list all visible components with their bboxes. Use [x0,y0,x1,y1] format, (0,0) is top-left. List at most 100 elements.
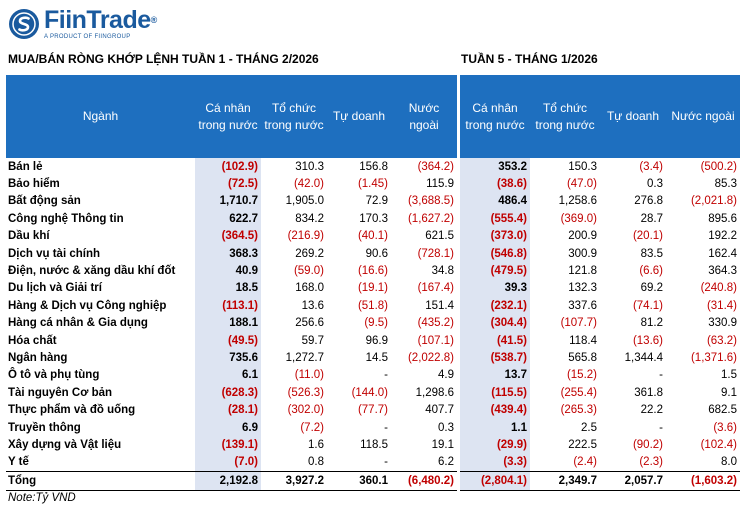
table-row: (232.1) 337.6 (74.1) (31.4) [460,297,740,315]
foreign-cell: (167.4) [417,282,454,295]
sector-cell: Dầu khí [8,230,50,243]
header-proprietary: Tự doanh [600,75,666,158]
individual-cell: (102.9) [195,158,261,176]
table-row: (304.4) (107.7) 81.2 330.9 [460,314,740,332]
individual-cell: 6.9 [195,418,261,437]
individual-cell: 18.5 [195,279,261,298]
header-individual: Cá nhân trong nước [195,75,261,158]
sector-cell: Ô tô và phụ tùng [8,369,100,382]
proprietary-cell: - [384,369,388,382]
table-row: (439.4) (265.3) 22.2 682.5 [460,401,740,419]
foreign-cell: (1,371.6) [690,351,737,364]
table-row: Hóa chất (49.5) 59.7 96.9 (107.1) [6,331,457,350]
foreign-cell: (102.4) [700,438,737,451]
table-row: (41.5) 118.4 (13.6) (63.2) [460,331,740,350]
individual-cell: 368.3 [195,244,261,263]
proprietary-cell: (9.5) [364,317,388,330]
individual-cell: (479.5) [460,262,530,280]
institution-cell: 200.9 [568,230,597,243]
proprietary-cell: - [659,369,663,382]
foreign-cell: 19.1 [431,438,454,451]
individual-cell: 6.1 [195,366,261,385]
proprietary-cell: - [384,456,388,469]
individual-cell: 1.1 [460,418,530,437]
total-row: Tổng 2,192.8 3,927.2 360.1 (6,480.2) [6,470,457,491]
individual-cell: (364.5) [195,227,261,245]
proprietary-cell: (40.1) [357,230,388,243]
foreign-cell: 6.2 [438,456,454,469]
foreign-cell: 151.4 [425,299,454,312]
header-institution: Tổ chức trong nước [530,75,600,158]
foreign-cell: 9.1 [721,386,737,399]
proprietary-cell: (144.0) [351,386,388,399]
individual-cell: (3.3) [460,453,530,472]
proprietary-cell: 14.5 [365,351,388,364]
foreign-cell: (435.2) [417,317,454,330]
individual-cell: (41.5) [460,331,530,350]
sector-cell: Bảo hiểm [8,178,60,191]
institution-cell: 1.6 [308,438,324,451]
table-row: 353.2 150.3 (3.4) (500.2) [460,158,740,176]
individual-cell: 39.3 [460,279,530,298]
institution-cell: 310.3 [295,160,324,173]
sector-cell: Bất động sản [8,195,81,208]
institution-cell: 337.6 [568,299,597,312]
table-row: Truyền thông 6.9 (7.2) - 0.3 [6,418,457,437]
individual-cell: (113.1) [195,297,261,315]
sector-cell: Ngân hàng [8,351,68,364]
sector-cell: Công nghệ Thông tin [8,212,124,225]
individual-cell: (7.0) [195,453,261,472]
sector-cell: Tài nguyên Cơ bản [8,386,113,399]
table-row: Hàng & Dịch vụ Công nghiệp (113.1) 13.6 (51… [6,297,457,315]
proprietary-cell: (1.45) [357,178,388,191]
total-row: (2,804.1) 2,349.7 2,057.7 (1,603.2) [460,470,740,491]
foreign-cell: (728.1) [417,247,454,260]
header-proprietary: Tự doanh [327,75,391,158]
table-row: Dịch vụ tài chính 368.3 269.2 90.6 (728.1) [6,244,457,263]
proprietary-cell: 28.7 [640,212,663,225]
proprietary-cell: 1,344.4 [624,351,663,364]
proprietary-cell: - [384,421,388,434]
table-body-left: Bán lẻ (102.9) 310.3 156.8 (364.2) Bảo hiểm (7… [6,158,457,491]
foreign-cell: (63.2) [706,334,737,347]
table-row: (373.0) 200.9 (20.1) 192.2 [460,227,740,245]
proprietary-cell: 72.9 [365,195,388,208]
table-row: Y tế (7.0) 0.8 - 6.2 [6,453,457,472]
table-row: (538.7) 565.8 1,344.4 (1,371.6) [460,349,740,367]
table-row: (479.5) 121.8 (6.6) 364.3 [460,262,740,280]
sector-cell: Hóa chất [8,334,57,347]
table-header-row: Cá nhân trong nước Tổ chức trong nước Tự… [460,75,740,158]
foreign-cell: 162.4 [708,247,737,260]
individual-cell: (555.4) [460,210,530,228]
unit-note: Note:Tỷ VND [8,492,76,504]
proprietary-cell: 96.9 [365,334,388,347]
foreign-cell: (3,688.5) [407,195,454,208]
proprietary-cell: 69.2 [640,282,663,295]
foreign-cell: 1,298.6 [415,386,454,399]
individual-cell: (115.5) [460,384,530,402]
institution-cell: 13.6 [301,299,324,312]
institution-cell: 256.6 [295,317,324,330]
institution-cell: 834.2 [295,212,324,225]
header-individual: Cá nhân trong nước [460,75,530,158]
foreign-cell: (240.8) [700,282,737,295]
foreign-cell: (1,627.2) [407,212,454,225]
foreign-cell: (500.2) [700,160,737,173]
table-row: (3.3) (2.4) (2.3) 8.0 [460,453,740,472]
individual-cell: (49.5) [195,331,261,350]
institution-cell: 168.0 [295,282,324,295]
header-sector: Ngành [6,75,195,158]
table-row: Bán lẻ (102.9) 310.3 156.8 (364.2) [6,158,457,176]
foreign-cell: 682.5 [708,404,737,417]
institution-cell: 2.5 [581,421,597,434]
proprietary-cell: 361.8 [634,386,663,399]
table-body-right: 353.2 150.3 (3.4) (500.2) (38.6) (47.0) 0.3 85.… [460,158,740,491]
sector-cell: Y tế [8,456,29,469]
proprietary-cell: 156.8 [359,160,388,173]
table-row: (555.4) (369.0) 28.7 895.6 [460,210,740,228]
individual-cell: (232.1) [460,297,530,315]
institution-cell: 565.8 [568,351,597,364]
institution-cell: 150.3 [568,160,597,173]
institution-cell: 121.8 [568,265,597,278]
table-row: Bất động sản 1,710.7 1,905.0 72.9 (3,688.5) [6,192,457,211]
